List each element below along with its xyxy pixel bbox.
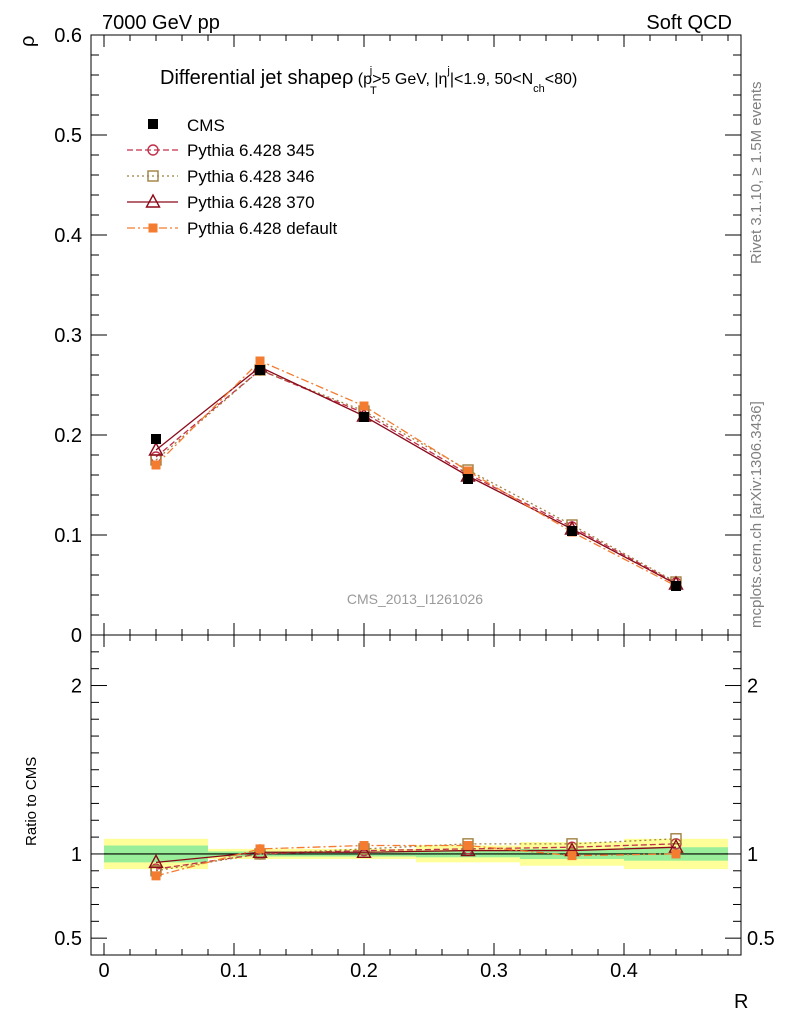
title-close: <80) <box>545 71 577 88</box>
y-tick-label: 0.4 <box>54 225 82 247</box>
ratio-line <box>155 844 677 877</box>
data-point <box>151 460 161 470</box>
data-point <box>670 833 682 845</box>
title-main: Differential jet shapeρ <box>160 67 353 89</box>
y-tick-label: 0.5 <box>54 125 82 147</box>
title-sub-T: T <box>370 85 377 97</box>
ratio-tick-label-right: 1 <box>747 844 758 866</box>
ratio-line <box>155 838 677 872</box>
cms-data-point <box>463 474 473 484</box>
cms-data-point <box>567 526 577 536</box>
y-axis-label: ρ <box>17 36 39 47</box>
axis-ticks: 0 0.1 0.2 0.3 0.4 0 0.1 0.2 0.3 0.4 0.5 0.6 0.5 0.5 1 1… <box>54 25 775 982</box>
x-tick-label: 0.4 <box>610 960 638 982</box>
ratio-panel-frame <box>90 634 742 956</box>
series-line <box>155 360 677 587</box>
ratio-line <box>155 843 677 870</box>
header-right: Soft QCD <box>646 12 732 34</box>
x-tick-label: 0 <box>98 960 109 982</box>
ratio-tick-label-right: 0.5 <box>747 928 775 950</box>
data-point <box>148 441 164 456</box>
data-point <box>671 849 681 859</box>
y-tick-label: 0.3 <box>54 325 82 347</box>
y-tick-label: 0.6 <box>54 25 82 47</box>
mcplots-label: mcplots.cern.ch [arXiv:1306.3436] <box>748 401 765 628</box>
legend-label: Pythia 6.428 370 <box>187 193 315 212</box>
x-tick-label: 0.3 <box>480 960 508 982</box>
y-tick-label: 0.1 <box>54 525 82 547</box>
ratio-tick-label: 1 <box>71 844 82 866</box>
title-open: (p <box>353 71 372 88</box>
series-line <box>155 369 677 583</box>
x-tick-label: 0.2 <box>350 960 378 982</box>
data-point <box>147 170 159 182</box>
series-line <box>155 369 677 584</box>
data-point <box>566 838 578 850</box>
legend-cms-label: CMS <box>187 116 225 135</box>
ratio-line <box>155 846 677 864</box>
legend: CMS Pythia 6.428 345 Pythia 6.428 346 Pythi… <box>127 116 338 238</box>
data-point <box>148 853 164 869</box>
y-tick-label: 0.2 <box>54 425 82 447</box>
title-mid2: |<1.9, 50<N <box>450 71 533 88</box>
plot-title: Differential jet shapeρ (p Tj>5 GeV, |ηj|… <box>160 65 577 97</box>
ratio-axis-label: Ratio to CMS <box>23 757 40 846</box>
analysis-watermark: CMS_2013_I1261026 <box>347 591 483 607</box>
cms-data-point <box>255 365 265 375</box>
cms-data-point <box>671 581 681 591</box>
data-point <box>255 356 265 366</box>
title-sup-j2: j <box>446 65 449 77</box>
data-point <box>359 401 369 411</box>
data-point <box>151 871 161 881</box>
cms-data-point <box>359 412 369 422</box>
ratio-tick-label: 2 <box>71 676 82 698</box>
series-line <box>155 366 677 585</box>
legend-label: Pythia 6.428 346 <box>187 167 315 186</box>
title-mid1: >5 GeV, |η <box>372 71 447 88</box>
data-point <box>356 843 372 858</box>
data-point <box>145 193 161 208</box>
x-tick-label: 0.1 <box>220 960 248 982</box>
title-sub-ch: ch <box>533 83 545 95</box>
cms-data-point <box>151 434 161 444</box>
legend-cms-marker <box>148 119 158 129</box>
y-tick-label: 0 <box>71 625 82 647</box>
ratio-tick-label-right: 2 <box>747 676 758 698</box>
ratio-series-group <box>148 833 684 881</box>
title-sup-j1: j <box>369 65 372 77</box>
data-point <box>359 841 369 851</box>
header-left: 7000 GeV pp <box>102 12 220 34</box>
data-point <box>463 466 473 476</box>
legend-label: Pythia 6.428 default <box>187 219 338 238</box>
rivet-version-label: Rivet 3.1.10, ≥ 1.5M events <box>748 82 765 265</box>
data-point <box>148 223 158 233</box>
data-point <box>147 144 159 156</box>
ratio-tick-label: 0.5 <box>54 928 82 950</box>
legend-label: Pythia 6.428 345 <box>187 141 315 160</box>
x-axis-label: R <box>734 991 748 1013</box>
data-point <box>255 844 265 854</box>
data-point <box>567 851 577 861</box>
data-point <box>463 841 473 851</box>
main-series-group <box>148 356 684 591</box>
